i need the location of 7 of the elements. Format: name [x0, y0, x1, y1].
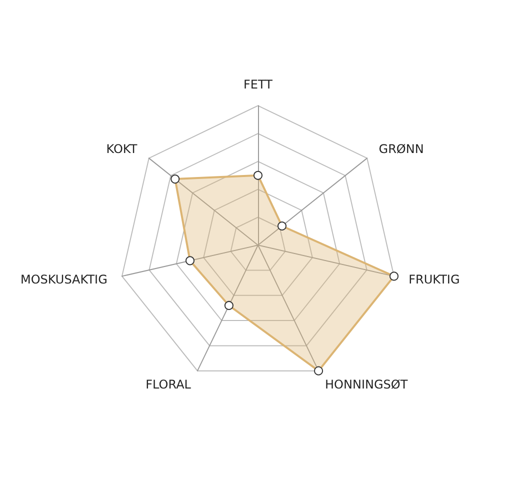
spoke-label: KOKT	[106, 142, 138, 156]
spoke-label: HONNINGSØT	[325, 377, 408, 392]
spoke-label: MOSKUSAKTIG	[20, 272, 108, 287]
spoke-label: FLORAL	[146, 377, 192, 392]
spoke-label: FETT	[244, 78, 274, 92]
spoke-label: FRUKTIG	[408, 272, 460, 287]
spoke-label: GRØNN	[378, 142, 424, 156]
